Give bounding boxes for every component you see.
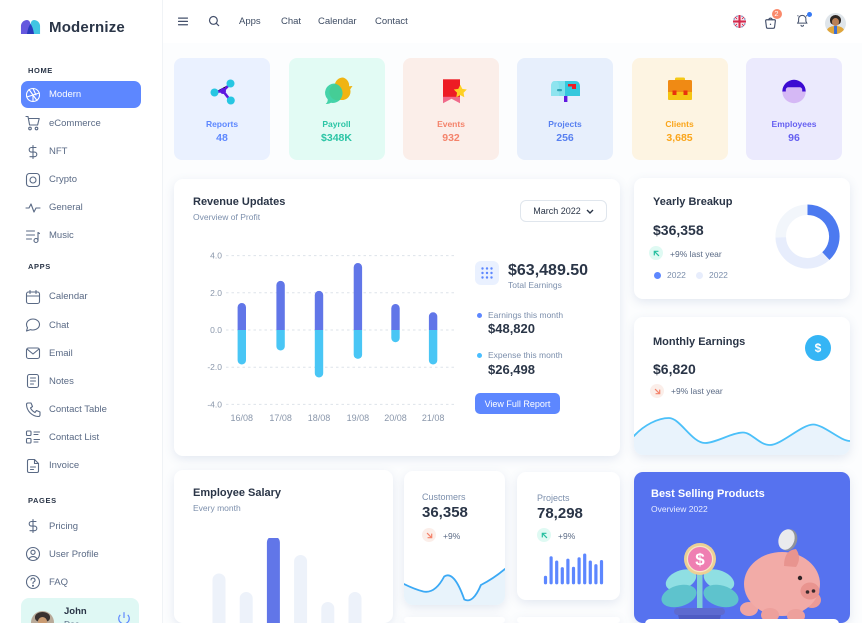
svg-text:19/08: 19/08 [347,413,370,423]
svg-text:20/08: 20/08 [384,413,407,423]
svg-text:21/08: 21/08 [422,413,445,423]
svg-text:18/08: 18/08 [308,413,331,423]
svg-text:16/08: 16/08 [231,413,254,423]
svg-text:4.0: 4.0 [210,251,222,261]
svg-text:-4.0: -4.0 [207,399,222,409]
svg-text:0.0: 0.0 [210,325,222,335]
svg-text:-2.0: -2.0 [207,362,222,372]
svg-text:$: $ [695,550,705,569]
svg-text:17/08: 17/08 [269,413,292,423]
svg-text:2.0: 2.0 [210,288,222,298]
